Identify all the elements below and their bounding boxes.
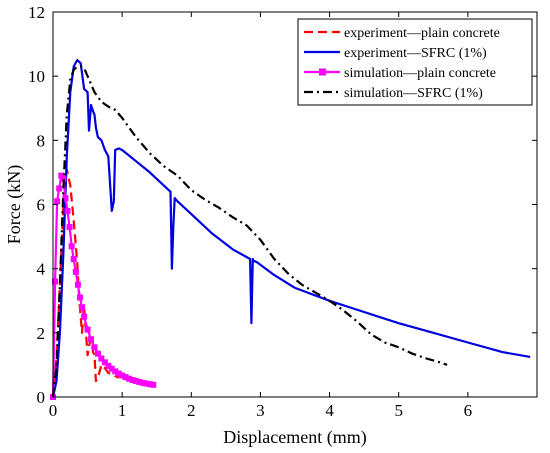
y-tick-label: 8	[37, 131, 46, 150]
data-point	[84, 326, 91, 333]
series-3	[51, 65, 448, 398]
data-point	[108, 365, 115, 372]
y-axis-label: Force (kN)	[4, 165, 25, 244]
data-point	[112, 368, 119, 375]
legend-entry-label: simulation—SFRC (1%)	[344, 86, 483, 101]
data-point	[68, 243, 75, 250]
x-tick-label: 3	[256, 401, 265, 420]
x-tick-label: 2	[187, 401, 196, 420]
data-point	[122, 374, 129, 381]
data-point	[129, 376, 136, 383]
data-point	[76, 294, 83, 301]
y-tick-label: 4	[37, 260, 46, 279]
y-tick-label: 10	[28, 67, 45, 86]
x-tick-label: 1	[118, 401, 127, 420]
data-point	[66, 223, 73, 230]
legend-marker	[319, 68, 326, 76]
data-point	[143, 380, 150, 387]
data-point	[105, 362, 112, 369]
data-point	[60, 175, 67, 182]
data-point	[91, 344, 98, 351]
x-tick-label: 0	[49, 401, 58, 420]
y-tick-label: 2	[37, 324, 46, 343]
legend-entry-label: experiment—plain concrete	[344, 26, 500, 41]
x-axis-label: Displacement (mm)	[223, 427, 366, 448]
legend-entry-label: experiment—SFRC (1%)	[344, 46, 487, 61]
data-point	[94, 350, 101, 357]
data-point	[72, 268, 79, 275]
y-tick-label: 0	[37, 388, 46, 407]
x-tick-label: 5	[394, 401, 403, 420]
data-point	[64, 207, 71, 214]
x-tick-label: 4	[325, 401, 334, 420]
y-tick-label: 6	[37, 196, 46, 215]
legend-entry-label: simulation—plain concrete	[344, 66, 496, 81]
x-tick-label: 6	[464, 401, 473, 420]
data-point	[146, 381, 153, 388]
data-point	[52, 278, 59, 285]
data-point	[74, 281, 81, 288]
series-line	[51, 65, 448, 398]
data-point	[58, 172, 65, 179]
data-point	[132, 377, 139, 384]
data-point	[136, 378, 143, 385]
legend: experiment—plain concrete experiment—SFRC…	[297, 18, 533, 106]
data-point	[88, 336, 95, 343]
data-point	[56, 185, 63, 192]
data-point	[115, 370, 122, 377]
data-point	[139, 379, 146, 386]
y-tick-label: 12	[28, 3, 45, 22]
data-point	[150, 381, 157, 388]
legend-box	[297, 18, 533, 106]
data-point	[79, 304, 86, 311]
data-point	[119, 372, 126, 379]
data-point	[62, 195, 69, 202]
series-layer	[50, 58, 531, 400]
data-point	[126, 375, 133, 382]
data-point	[98, 355, 105, 362]
data-point	[101, 359, 108, 366]
data-point	[81, 313, 88, 320]
data-point	[70, 256, 77, 263]
series-2	[50, 172, 157, 400]
data-point	[54, 198, 61, 205]
